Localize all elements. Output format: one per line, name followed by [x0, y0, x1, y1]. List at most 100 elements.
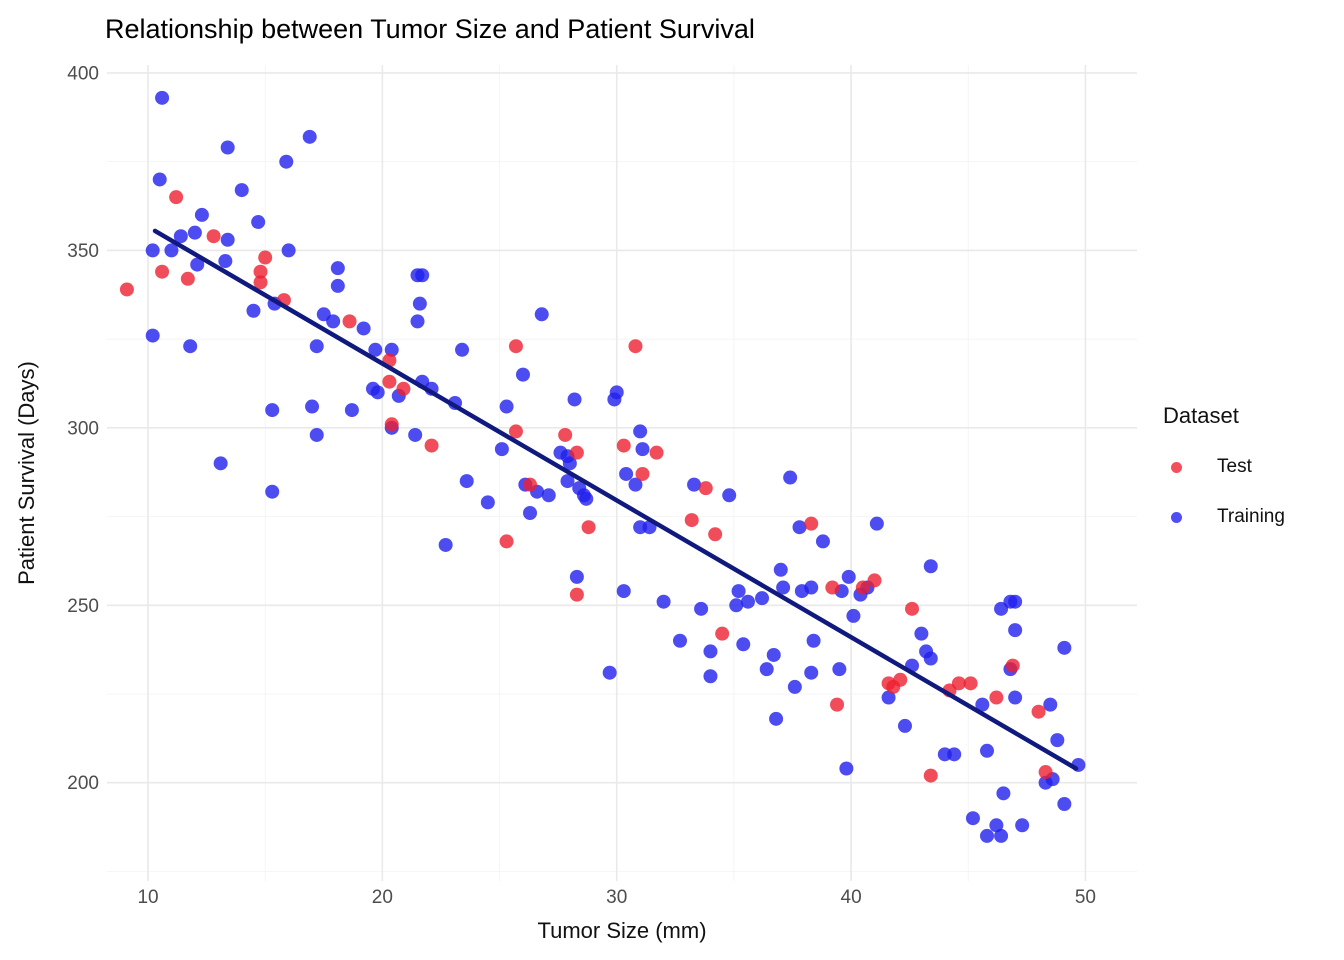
- y-tick-label: 400: [67, 63, 99, 84]
- data-point-training: [703, 669, 718, 684]
- data-point-training: [523, 506, 538, 521]
- data-point-training: [265, 403, 280, 418]
- data-point-training: [914, 626, 929, 641]
- data-point-training: [279, 154, 294, 169]
- data-point-training: [499, 399, 514, 414]
- data-point-training: [220, 140, 235, 155]
- data-point-test: [649, 445, 664, 460]
- x-tick-label: 20: [372, 887, 393, 908]
- data-point-training: [408, 427, 423, 442]
- data-point-training: [806, 633, 821, 648]
- data-point-training: [736, 637, 751, 652]
- data-point-training: [980, 743, 995, 758]
- data-point-training: [602, 665, 617, 680]
- data-point-test: [342, 314, 357, 329]
- data-point-training: [897, 718, 912, 733]
- data-point-training: [164, 243, 179, 258]
- data-point-training: [766, 647, 781, 662]
- data-point-training: [832, 662, 847, 677]
- data-point-training: [562, 456, 577, 471]
- data-point-test: [382, 374, 397, 389]
- data-point-training: [370, 385, 385, 400]
- data-point-training: [384, 342, 399, 357]
- data-point-training: [804, 665, 819, 680]
- data-point-test: [628, 339, 643, 354]
- data-point-training: [344, 403, 359, 418]
- data-point-training: [455, 342, 470, 357]
- data-point-training: [173, 229, 188, 244]
- legend-item-label: Test: [1217, 456, 1252, 477]
- data-point-training: [792, 520, 807, 535]
- data-point-training: [459, 474, 474, 489]
- data-point-training: [923, 651, 938, 666]
- data-point-training: [183, 339, 198, 354]
- data-point-training: [145, 328, 160, 343]
- data-point-test: [804, 516, 819, 531]
- data-point-training: [687, 477, 702, 492]
- data-point-training: [703, 644, 718, 659]
- trend-line: [152, 228, 1079, 771]
- data-point-test: [825, 580, 840, 595]
- test-dot-icon: [1171, 461, 1182, 473]
- y-tick-label: 350: [67, 241, 99, 262]
- data-point-training: [576, 488, 591, 503]
- data-point-training: [656, 594, 671, 609]
- data-point-training: [515, 367, 530, 382]
- data-point-test: [581, 520, 596, 535]
- data-point-test: [253, 275, 268, 290]
- data-point-training: [996, 786, 1011, 801]
- y-axis-title: Patient Survival (Days): [14, 361, 39, 585]
- data-point-test: [830, 697, 845, 712]
- data-point-test: [963, 676, 978, 691]
- data-point-training: [1008, 623, 1023, 638]
- legend-title: Dataset: [1163, 403, 1239, 428]
- data-point-training: [309, 339, 324, 354]
- data-point-training: [783, 470, 798, 485]
- data-point-training: [755, 591, 770, 606]
- data-point-training: [194, 207, 209, 222]
- data-point-training: [869, 516, 884, 531]
- data-point-training: [694, 601, 709, 616]
- data-point-training: [152, 172, 167, 187]
- data-point-test: [523, 477, 538, 492]
- legend-item-label: Training: [1217, 506, 1285, 527]
- data-point-training: [673, 633, 688, 648]
- data-point-test: [253, 264, 268, 279]
- data-point-test: [499, 534, 514, 549]
- data-point-training: [309, 427, 324, 442]
- data-point-training: [759, 662, 774, 677]
- y-tick-label: 200: [67, 773, 99, 794]
- legend-item-test: Test: [1163, 442, 1285, 492]
- data-point-training: [619, 466, 634, 481]
- data-point-test: [867, 573, 882, 588]
- data-point-training: [187, 225, 202, 240]
- data-point-test: [951, 676, 966, 691]
- data-point-training: [213, 456, 228, 471]
- data-point-training: [534, 307, 549, 322]
- data-point-training: [1008, 594, 1023, 609]
- data-point-training: [975, 697, 990, 712]
- data-point-training: [947, 747, 962, 762]
- data-point-training: [246, 303, 261, 318]
- data-point-training: [567, 392, 582, 407]
- data-point-training: [740, 594, 755, 609]
- data-point-training: [633, 424, 648, 439]
- data-point-training: [628, 477, 643, 492]
- data-point-training: [769, 711, 784, 726]
- data-point-test: [1031, 704, 1046, 719]
- x-tick-label: 10: [137, 887, 158, 908]
- data-point-training: [415, 268, 430, 283]
- x-tick-label: 30: [606, 887, 627, 908]
- data-point-training: [635, 442, 650, 457]
- data-point-training: [1057, 796, 1072, 811]
- data-point-test: [119, 282, 134, 297]
- data-point-training: [839, 761, 854, 776]
- data-point-test: [684, 513, 699, 528]
- chart-title: Relationship between Tumor Size and Pati…: [105, 14, 755, 44]
- data-point-training: [841, 569, 856, 584]
- training-dot-icon: [1171, 511, 1182, 523]
- x-tick-label: 40: [841, 887, 862, 908]
- data-point-training: [722, 488, 737, 503]
